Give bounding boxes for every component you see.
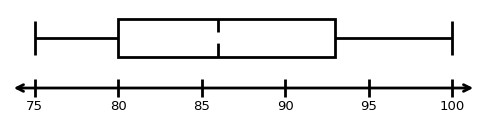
Text: 95: 95 bbox=[360, 100, 377, 113]
Text: 100: 100 bbox=[440, 100, 465, 113]
Text: 85: 85 bbox=[193, 100, 210, 113]
Bar bbox=[118, 19, 336, 57]
Text: 90: 90 bbox=[277, 100, 294, 113]
Text: 80: 80 bbox=[110, 100, 127, 113]
Text: 75: 75 bbox=[26, 100, 43, 113]
